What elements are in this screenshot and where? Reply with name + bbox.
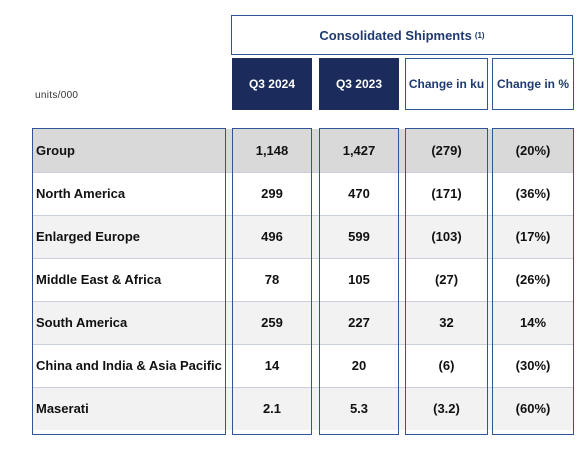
row-bg-group — [33, 129, 573, 172]
cell-q3-2024: 78 — [264, 272, 280, 287]
cell-q3-2023: 599 — [348, 229, 370, 244]
q3-2024-column — [232, 128, 312, 435]
cell-change-pct: (60%) — [515, 401, 551, 416]
row-label-north-america: North America — [36, 186, 126, 201]
row-divider — [33, 258, 573, 259]
cell-change-pct: (36%) — [515, 186, 551, 201]
table-title-text: Consolidated Shipments — [319, 27, 472, 43]
column-header-q3-2023: Q3 2023 — [319, 58, 399, 110]
row-label-enlarged-europe: Enlarged Europe — [36, 229, 141, 244]
cell-q3-2024: 2.1 — [262, 401, 282, 416]
cell-change-pct: (20%) — [515, 143, 551, 158]
change-pct-column — [492, 128, 574, 435]
column-header-change-ku-text: Change in ku — [408, 77, 485, 91]
cell-q3-2023: 105 — [348, 272, 370, 287]
row-divider — [33, 215, 573, 216]
cell-change-ku: 32 — [439, 315, 454, 330]
row-bg-south-america — [33, 301, 573, 344]
cell-change-ku: (171) — [431, 186, 462, 201]
q3-2023-column — [319, 128, 399, 435]
cell-q3-2023: 1,427 — [342, 143, 376, 158]
units-label: units/000 — [35, 90, 79, 101]
cell-change-ku: (103) — [431, 229, 462, 244]
cell-q3-2024: 299 — [261, 186, 283, 201]
column-header-q3-2023-text: Q3 2023 — [335, 77, 383, 91]
column-header-change-ku: Change in ku — [405, 58, 488, 110]
row-divider — [33, 344, 573, 345]
cell-change-ku: (3.2) — [433, 401, 460, 416]
row-divider — [33, 172, 573, 173]
change-ku-column — [405, 128, 488, 435]
row-bg-maserati — [33, 387, 573, 430]
cell-q3-2023: 470 — [348, 186, 370, 201]
cell-change-pct: (30%) — [515, 358, 551, 373]
column-header-q3-2024: Q3 2024 — [232, 58, 312, 110]
cell-change-pct: (17%) — [515, 229, 551, 244]
label-column — [32, 128, 226, 435]
row-label-maserati: Maserati — [36, 401, 89, 416]
row-label-south-america: South America — [36, 315, 128, 330]
cell-q3-2023: 20 — [351, 358, 367, 373]
column-header-q3-2024-text: Q3 2024 — [248, 77, 296, 91]
cell-change-ku: (279) — [431, 143, 462, 158]
title-footnote: (1) — [474, 30, 485, 40]
cell-q3-2023: 227 — [348, 315, 370, 330]
cell-q3-2023: 5.3 — [349, 401, 369, 416]
table-title: Consolidated Shipments (1) — [231, 15, 573, 55]
cell-change-ku: (27) — [434, 272, 459, 287]
cell-change-pct: (26%) — [515, 272, 551, 287]
row-divider — [33, 301, 573, 302]
cell-q3-2024: 14 — [264, 358, 280, 373]
row-bg-enlarged-europe — [33, 215, 573, 258]
cell-change-pct: 14% — [519, 315, 547, 330]
row-label-middle-east-africa: Middle East & Africa — [36, 272, 162, 287]
row-divider — [33, 387, 573, 388]
column-header-change-pct: Change in % — [492, 58, 574, 110]
cell-q3-2024: 1,148 — [255, 143, 289, 158]
row-label-china-india-asia-pacific: China and India & Asia Pacific — [36, 358, 222, 373]
cell-change-ku: (6) — [438, 358, 455, 373]
cell-q3-2024: 259 — [261, 315, 283, 330]
cell-q3-2024: 496 — [261, 229, 283, 244]
column-header-change-pct-text: Change in % — [496, 77, 569, 91]
row-label-group: Group — [36, 143, 75, 158]
